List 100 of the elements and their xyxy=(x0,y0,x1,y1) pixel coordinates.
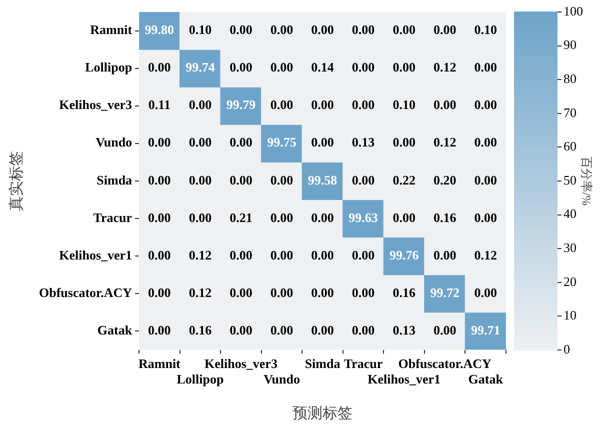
data-label: 0.00 xyxy=(148,210,171,225)
data-label: 0.00 xyxy=(433,97,456,112)
color-bar-label: 80 xyxy=(564,71,576,86)
y-tick-label: Kelihos_ver3 xyxy=(59,97,133,112)
data-label: 0.16 xyxy=(392,284,416,300)
data-label: 0.22 xyxy=(392,172,416,188)
data-label: 0.00 xyxy=(188,210,212,225)
data-label: 0.00 xyxy=(352,172,375,188)
data-label: 0.20 xyxy=(433,172,456,188)
data-label: 0.12 xyxy=(474,247,497,262)
data-label: 0.00 xyxy=(352,60,375,75)
y-tick-label: Kelihos_ver1 xyxy=(59,247,132,262)
x-tick-label: Obfuscator.ACY xyxy=(398,356,492,371)
color-bar-label: 90 xyxy=(564,37,576,52)
data-label: 0.00 xyxy=(311,322,334,338)
y-tick-label: Ramnit xyxy=(90,22,133,38)
data-label: 0.00 xyxy=(474,172,497,188)
data-label: 0.10 xyxy=(188,22,212,38)
data-label: 0.00 xyxy=(148,172,171,188)
data-label: 0.12 xyxy=(433,134,456,150)
data-label: 0.00 xyxy=(230,22,252,38)
data-label: 0.00 xyxy=(188,172,212,188)
data-label: 0.00 xyxy=(392,210,416,225)
data-label: 0.00 xyxy=(392,60,416,75)
data-label: 0.00 xyxy=(270,60,294,75)
color-bar-label: 30 xyxy=(564,240,576,256)
color-bar-label: 100 xyxy=(564,3,583,18)
data-label: 0.14 xyxy=(311,60,334,75)
data-label: 0.12 xyxy=(188,247,212,262)
data-label: 0.00 xyxy=(311,284,334,300)
data-label: 0.00 xyxy=(230,284,252,300)
data-label: 0.12 xyxy=(433,60,456,75)
color-bar-label: 40 xyxy=(564,206,576,222)
data-label: 0.00 xyxy=(474,210,497,225)
data-label: 0.00 xyxy=(474,60,497,75)
x-tick-label: Ramnit xyxy=(138,356,182,371)
data-label: 0.00 xyxy=(352,247,375,262)
data-label: 99.58 xyxy=(308,172,338,188)
data-label: 0.00 xyxy=(148,247,171,262)
data-label: 99.74 xyxy=(186,60,216,75)
y-tick-label: Simda xyxy=(96,172,133,188)
color-bar-label: 0 xyxy=(564,341,570,356)
data-label: 0.00 xyxy=(474,284,497,300)
color-bar-label: 60 xyxy=(564,138,576,154)
x-tick-label: Gatak xyxy=(468,372,504,387)
data-label: 0.10 xyxy=(392,97,416,112)
y-tick-label: Gatak xyxy=(97,322,133,338)
data-label: 0.00 xyxy=(230,247,252,262)
y-tick-label: Lollipop xyxy=(85,60,132,75)
data-label: 0.00 xyxy=(352,284,375,300)
data-label: 99.75 xyxy=(267,134,297,150)
data-label: 0.16 xyxy=(433,210,457,225)
data-label: 0.00 xyxy=(230,134,252,150)
data-label: 0.00 xyxy=(230,60,252,75)
color-bar-label: 20 xyxy=(564,274,576,289)
color-bar-label: 10 xyxy=(564,308,576,323)
data-label: 99.63 xyxy=(348,210,378,225)
color-bar-label: 50 xyxy=(564,172,576,188)
data-label: 0.00 xyxy=(311,247,334,262)
data-label: 0.13 xyxy=(392,322,416,338)
data-label: 0.00 xyxy=(230,322,252,338)
data-label: 0.00 xyxy=(270,322,294,338)
data-label: 0.00 xyxy=(148,134,171,150)
data-label: 0.00 xyxy=(148,284,171,300)
data-label: 99.72 xyxy=(430,284,460,300)
y-axis-title: 真实标签 xyxy=(8,150,25,211)
data-label: 99.71 xyxy=(470,322,500,338)
data-label: 0.00 xyxy=(148,322,171,338)
data-label: 0.00 xyxy=(352,322,375,338)
x-tick-label: Vundo xyxy=(264,372,300,387)
data-label: 99.80 xyxy=(144,22,174,38)
data-label: 0.12 xyxy=(188,284,212,300)
data-label: 0.00 xyxy=(270,97,294,112)
data-label: 0.21 xyxy=(230,210,252,225)
data-label: 0.00 xyxy=(270,22,294,38)
x-tick-label: Tracur xyxy=(344,356,383,371)
data-label: 0.00 xyxy=(188,97,212,112)
data-label: 0.00 xyxy=(270,172,294,188)
x-tick-label: Kelihos_ver1 xyxy=(368,372,441,387)
data-label: 0.16 xyxy=(188,322,212,338)
data-label: 0.00 xyxy=(311,22,334,38)
data-label: 0.00 xyxy=(392,22,416,38)
data-label: 0.00 xyxy=(474,97,497,112)
data-label: 0.00 xyxy=(392,134,416,150)
data-label: 0.00 xyxy=(433,247,456,262)
color-bar-title: 百分率/% xyxy=(580,156,594,206)
data-label: 0.00 xyxy=(230,172,252,188)
data-label: 0.00 xyxy=(311,97,334,112)
data-label: 0.00 xyxy=(311,210,334,225)
data-label: 0.00 xyxy=(433,322,456,338)
data-label: 0.00 xyxy=(311,134,334,150)
data-label: 0.00 xyxy=(148,60,171,75)
data-label: 0.10 xyxy=(474,22,497,38)
data-label: 0.00 xyxy=(188,134,212,150)
x-tick-label: Lollipop xyxy=(176,372,224,387)
data-label: 0.00 xyxy=(474,134,497,150)
data-label: 0.00 xyxy=(433,22,456,38)
y-tick-label: Tracur xyxy=(93,210,132,225)
data-label: 0.00 xyxy=(270,284,294,300)
data-label: 0.00 xyxy=(270,247,294,262)
